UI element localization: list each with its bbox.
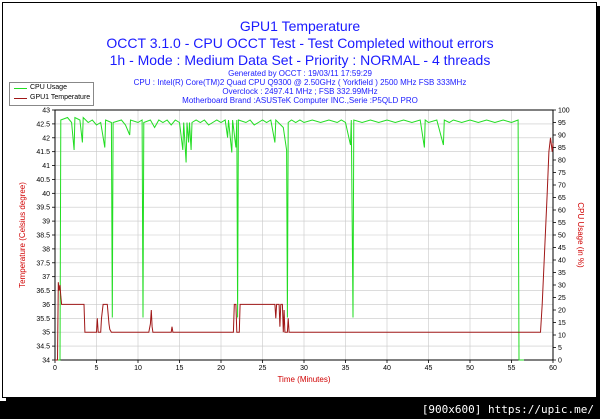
y2-tick-label: 100 [558,108,570,115]
x-tick-label: 30 [300,365,308,372]
y-tick-label: 39.5 [36,205,50,212]
chart-title: GPU1 Temperature [239,18,361,34]
series-line-gpu-temp [55,137,554,361]
y2-tick-label: 5 [558,345,562,352]
y-tick-label: 41 [42,163,50,170]
y-tick-label: 37 [42,274,50,281]
y-tick-label: 38 [42,246,50,253]
x-tick-label: 20 [217,365,225,372]
y-tick-label: 43 [42,108,50,115]
y2-tick-label: 40 [558,258,566,265]
y-axis-label: Temperature (Celsius degree) [18,182,27,288]
y-tick-label: 35.5 [36,316,50,323]
y-tick-label: 42 [42,135,50,142]
legend-swatch-cpu-usage [14,88,27,89]
y-tick-label: 34 [42,358,50,365]
frame-shadow-bottom [6,398,600,401]
watermark: [900x600] https://upic.me/ [0,401,600,419]
y2-tick-label: 35 [558,270,566,277]
chart-subtitle-mode: 1h - Mode : Medium Data Set - Priority :… [109,52,491,68]
x-tick-label: 55 [508,365,516,372]
y-tick-label: 41.5 [36,149,50,156]
y-tick-label: 34.5 [36,344,50,351]
x-tick-label: 40 [383,365,391,372]
y2-tick-label: 70 [558,183,566,190]
x-tick-label: 0 [53,365,57,372]
x-tick-label: 10 [134,365,142,372]
y2-tick-label: 65 [558,195,566,202]
x-tick-label: 15 [176,365,184,372]
y2-tick-label: 0 [558,358,562,365]
series-line-cpu-usage [55,116,524,361]
chart-subtitle: OCCT 3.1.0 - CPU OCCT Test - Test Comple… [106,35,494,51]
y-tick-label: 36.5 [36,288,50,295]
y2-tick-label: 75 [558,170,566,177]
legend-label-cpu-usage: CPU Usage [30,84,67,91]
y-tick-label: 40.5 [36,177,50,184]
y2-tick-label: 10 [558,333,566,340]
legend-item-gpu-temp: GPU1 Temperature [10,93,93,103]
y2-tick-label: 90 [558,133,566,140]
x-tick-label: 50 [466,365,474,372]
legend: CPU Usage GPU1 Temperature [9,82,94,106]
x-tick-label: 45 [425,365,433,372]
x-tick-label: 60 [549,365,557,372]
legend-item-cpu-usage: CPU Usage [10,83,93,93]
x-tick-label: 35 [342,365,350,372]
y2-tick-label: 20 [558,308,566,315]
y2-tick-label: 85 [558,145,566,152]
y-tick-label: 37.5 [36,260,50,267]
y2-tick-label: 30 [558,283,566,290]
y-tick-label: 35 [42,330,50,337]
y2-axis-label: CPU Usage (in %) [576,202,585,268]
x-tick-label: 25 [259,365,267,372]
y2-tick-label: 45 [558,245,566,252]
y2-tick-label: 55 [558,220,566,227]
y-tick-label: 40 [42,191,50,198]
y2-tick-label: 50 [558,233,566,240]
frame-shadow-right [597,6,600,401]
x-axis-label: Time (Minutes) [277,375,330,384]
legend-swatch-gpu-temp [14,98,27,99]
y-tick-label: 39 [42,219,50,226]
info-motherboard: Motherboard Brand :ASUSTeK Computer INC.… [182,96,418,105]
plot-border [54,109,554,361]
y-tick-label: 42.5 [36,121,50,128]
y2-tick-label: 15 [558,320,566,327]
y-tick-label: 38.5 [36,233,50,240]
y-tick-label: 36 [42,302,50,309]
legend-label-gpu-temp: GPU1 Temperature [30,94,91,101]
y2-tick-label: 25 [558,295,566,302]
y2-tick-label: 60 [558,208,566,215]
x-tick-label: 5 [95,365,99,372]
info-generated: Generated by OCCT : 19/03/11 17:59:29 [228,69,372,78]
info-cpu: CPU : Intel(R) Core(TM)2 Quad CPU Q9300 … [133,78,467,87]
y2-tick-label: 80 [558,158,566,165]
y2-tick-label: 95 [558,120,566,127]
info-overclock: Overclock : 2497.41 MHz ; FSB 332.99MHz [222,87,378,96]
